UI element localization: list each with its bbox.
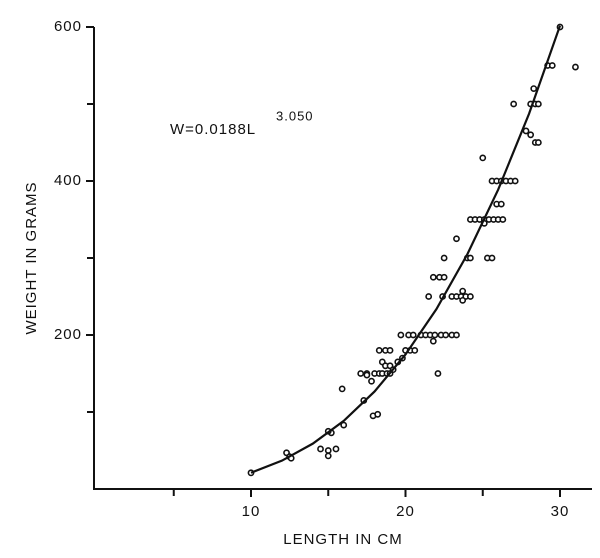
data-point [510, 100, 518, 108]
data-point [324, 452, 332, 460]
data-point [548, 62, 556, 69]
data-point [368, 377, 375, 385]
data-point [453, 235, 460, 243]
data-point [479, 154, 487, 162]
data-point [317, 445, 324, 453]
y-tick-label: 200 [54, 326, 82, 343]
data-point [411, 346, 419, 354]
data-point [440, 273, 448, 281]
data-point [434, 370, 442, 377]
data-point [340, 421, 348, 429]
data-point [459, 296, 467, 304]
annotation: W=0.0188L [170, 121, 256, 138]
data-point [572, 63, 579, 71]
data-point [459, 287, 467, 295]
data-point [429, 273, 437, 281]
data-point [397, 331, 405, 339]
x-axis-label: LENGTH IN CM [283, 531, 403, 548]
data-point [527, 131, 535, 139]
data-point [453, 331, 460, 339]
data-point [429, 337, 437, 345]
data-point [338, 385, 346, 393]
x-tick-label: 10 [242, 503, 261, 520]
data-point [409, 331, 417, 339]
data-point [522, 127, 530, 135]
data-point [374, 410, 382, 418]
data-point [440, 254, 448, 262]
data-point [499, 216, 507, 223]
data-point [534, 100, 542, 108]
data-point [488, 254, 496, 262]
data-point [332, 445, 340, 453]
fit-curve [250, 25, 562, 474]
data-point [363, 371, 371, 379]
data-point [530, 85, 538, 92]
data-point [511, 177, 519, 185]
data-point [466, 254, 474, 262]
data-point [386, 346, 394, 354]
data-point [497, 200, 505, 208]
data-point [324, 447, 332, 454]
data-point [431, 331, 439, 339]
data-point [425, 293, 433, 300]
x-tick-label: 30 [551, 503, 570, 520]
y-tick-label: 600 [54, 18, 82, 35]
annotation-exponent: 3.050 [276, 108, 314, 123]
data-point [466, 293, 474, 300]
data-point [442, 331, 450, 339]
data-point [534, 139, 542, 146]
y-axis-label: WEIGHT IN GRAMS [23, 181, 40, 334]
y-tick-label: 400 [54, 172, 82, 189]
data-point [357, 370, 365, 377]
x-tick-label: 20 [396, 503, 415, 520]
data-point [375, 346, 383, 354]
